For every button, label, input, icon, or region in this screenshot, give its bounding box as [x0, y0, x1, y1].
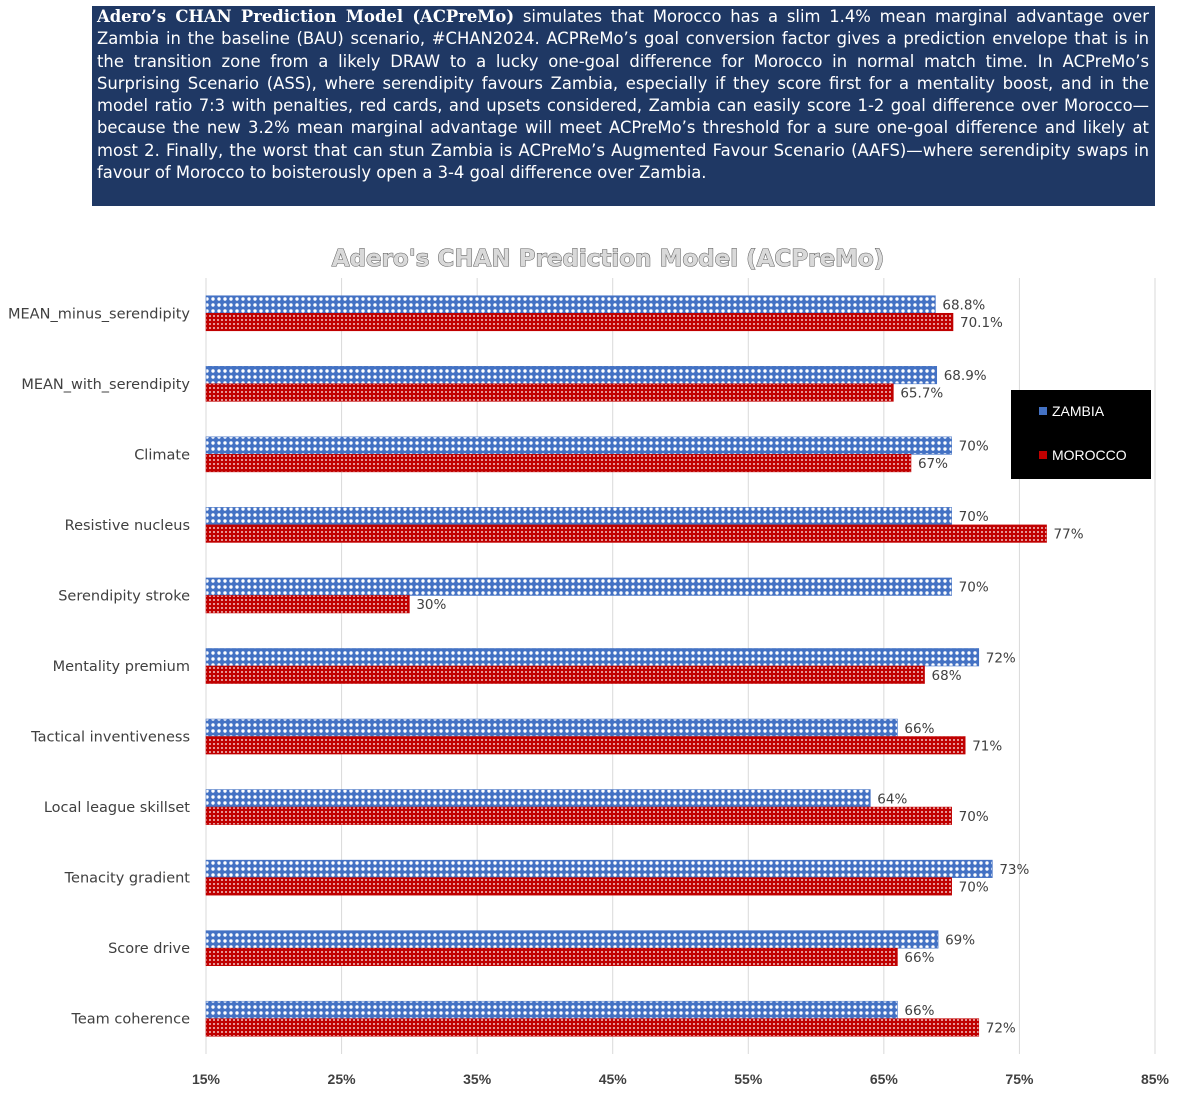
- zambia-bar: [205, 577, 952, 596]
- x-tick-label: 65%: [870, 1071, 899, 1087]
- zambia-bar: [205, 366, 938, 385]
- category-label: Team coherence: [70, 1012, 190, 1028]
- zambia-value-label: 64%: [877, 791, 907, 807]
- legend-item-zambia: ZAMBIA: [1039, 403, 1104, 419]
- category-label: Score drive: [108, 941, 190, 957]
- x-tick-label: 15%: [192, 1071, 221, 1087]
- legend-swatch-zambia: [1039, 407, 1047, 415]
- zambia-value-label: 66%: [904, 1003, 934, 1019]
- morocco-bar: [205, 383, 894, 402]
- x-tick-label: 35%: [463, 1071, 492, 1087]
- category-label: MEAN_minus_serendipity: [8, 306, 190, 322]
- morocco-bar: [205, 312, 954, 332]
- zambia-value-label: 70%: [959, 439, 989, 455]
- chart-title: Adero's CHAN Prediction Model (ACPreMo): [332, 246, 885, 272]
- morocco-value-label: 72%: [986, 1020, 1016, 1036]
- zambia-bar: [205, 718, 898, 737]
- morocco-value-label: 68%: [932, 668, 962, 684]
- category-label: Climate: [134, 447, 190, 463]
- category-label: Tenacity gradient: [64, 871, 191, 887]
- morocco-bar: [205, 947, 898, 966]
- zambia-value-label: 68.9%: [944, 368, 987, 384]
- x-tick-label: 75%: [1005, 1071, 1034, 1087]
- morocco-bar: [205, 595, 410, 614]
- morocco-bar: [205, 665, 925, 684]
- legend: ZAMBIA MOROCCO: [1011, 390, 1151, 479]
- morocco-value-label: 71%: [972, 738, 1002, 754]
- morocco-bar: [205, 454, 912, 473]
- morocco-value-label: 70%: [959, 879, 989, 895]
- intro-text-box: Adero’s CHAN Prediction Model (ACPreMo) …: [92, 6, 1155, 206]
- zambia-bar: [205, 859, 993, 878]
- category-label: Local league skillset: [44, 800, 190, 816]
- category-label: Mentality premium: [53, 659, 190, 675]
- morocco-value-label: 70%: [959, 809, 989, 825]
- category-label: Resistive nucleus: [65, 518, 190, 534]
- morocco-bar: [205, 806, 952, 825]
- morocco-value-label: 66%: [904, 950, 934, 966]
- bar-chart: Adero's CHAN Prediction Model (ACPreMo) …: [8, 246, 1170, 1088]
- zambia-bar: [205, 436, 952, 455]
- morocco-value-label: 77%: [1054, 527, 1084, 543]
- morocco-bar: [205, 1018, 980, 1037]
- legend-label-zambia: ZAMBIA: [1052, 403, 1105, 419]
- legend-swatch-morocco: [1039, 451, 1047, 459]
- zambia-bar: [205, 295, 936, 314]
- labels: 15% 25% 35% 45% 55% 65% 75% 85% MEAN_minus_seren…: [8, 298, 1170, 1087]
- zambia-value-label: 73%: [999, 862, 1029, 878]
- morocco-bar: [205, 736, 966, 755]
- zambia-value-label: 69%: [945, 932, 975, 948]
- zambia-bar: [205, 648, 980, 667]
- zambia-value-label: 68.8%: [942, 298, 985, 314]
- zambia-bar: [205, 789, 871, 808]
- category-label: Serendipity stroke: [58, 588, 190, 604]
- zambia-value-label: 70%: [959, 509, 989, 525]
- morocco-value-label: 70.1%: [960, 315, 1003, 331]
- legend-label-morocco: MOROCCO: [1052, 447, 1127, 463]
- morocco-bar: [205, 877, 952, 896]
- category-label: MEAN_with_serendipity: [21, 377, 190, 393]
- morocco-value-label: 65.7%: [900, 386, 943, 402]
- intro-lead: Adero’s CHAN Prediction Model (ACPreMo): [97, 7, 515, 26]
- morocco-value-label: 30%: [416, 597, 446, 613]
- legend-item-morocco: MOROCCO: [1039, 447, 1127, 463]
- x-tick-label: 25%: [328, 1071, 357, 1087]
- zambia-bar: [205, 930, 939, 949]
- zambia-value-label: 66%: [904, 721, 934, 737]
- zambia-bar: [205, 1000, 898, 1020]
- category-label: Tactical inventiveness: [30, 730, 190, 746]
- zambia-value-label: 72%: [986, 650, 1016, 666]
- zambia-value-label: 70%: [959, 580, 989, 596]
- intro-body: simulates that Morocco has a slim 1.4% m…: [97, 7, 1150, 183]
- zambia-bar: [205, 507, 952, 526]
- morocco-bar: [205, 524, 1047, 543]
- x-tick-label: 85%: [1141, 1071, 1170, 1087]
- x-tick-label: 55%: [734, 1071, 763, 1087]
- bars: [205, 295, 1047, 1037]
- x-tick-label: 45%: [599, 1071, 628, 1087]
- morocco-value-label: 67%: [918, 456, 948, 472]
